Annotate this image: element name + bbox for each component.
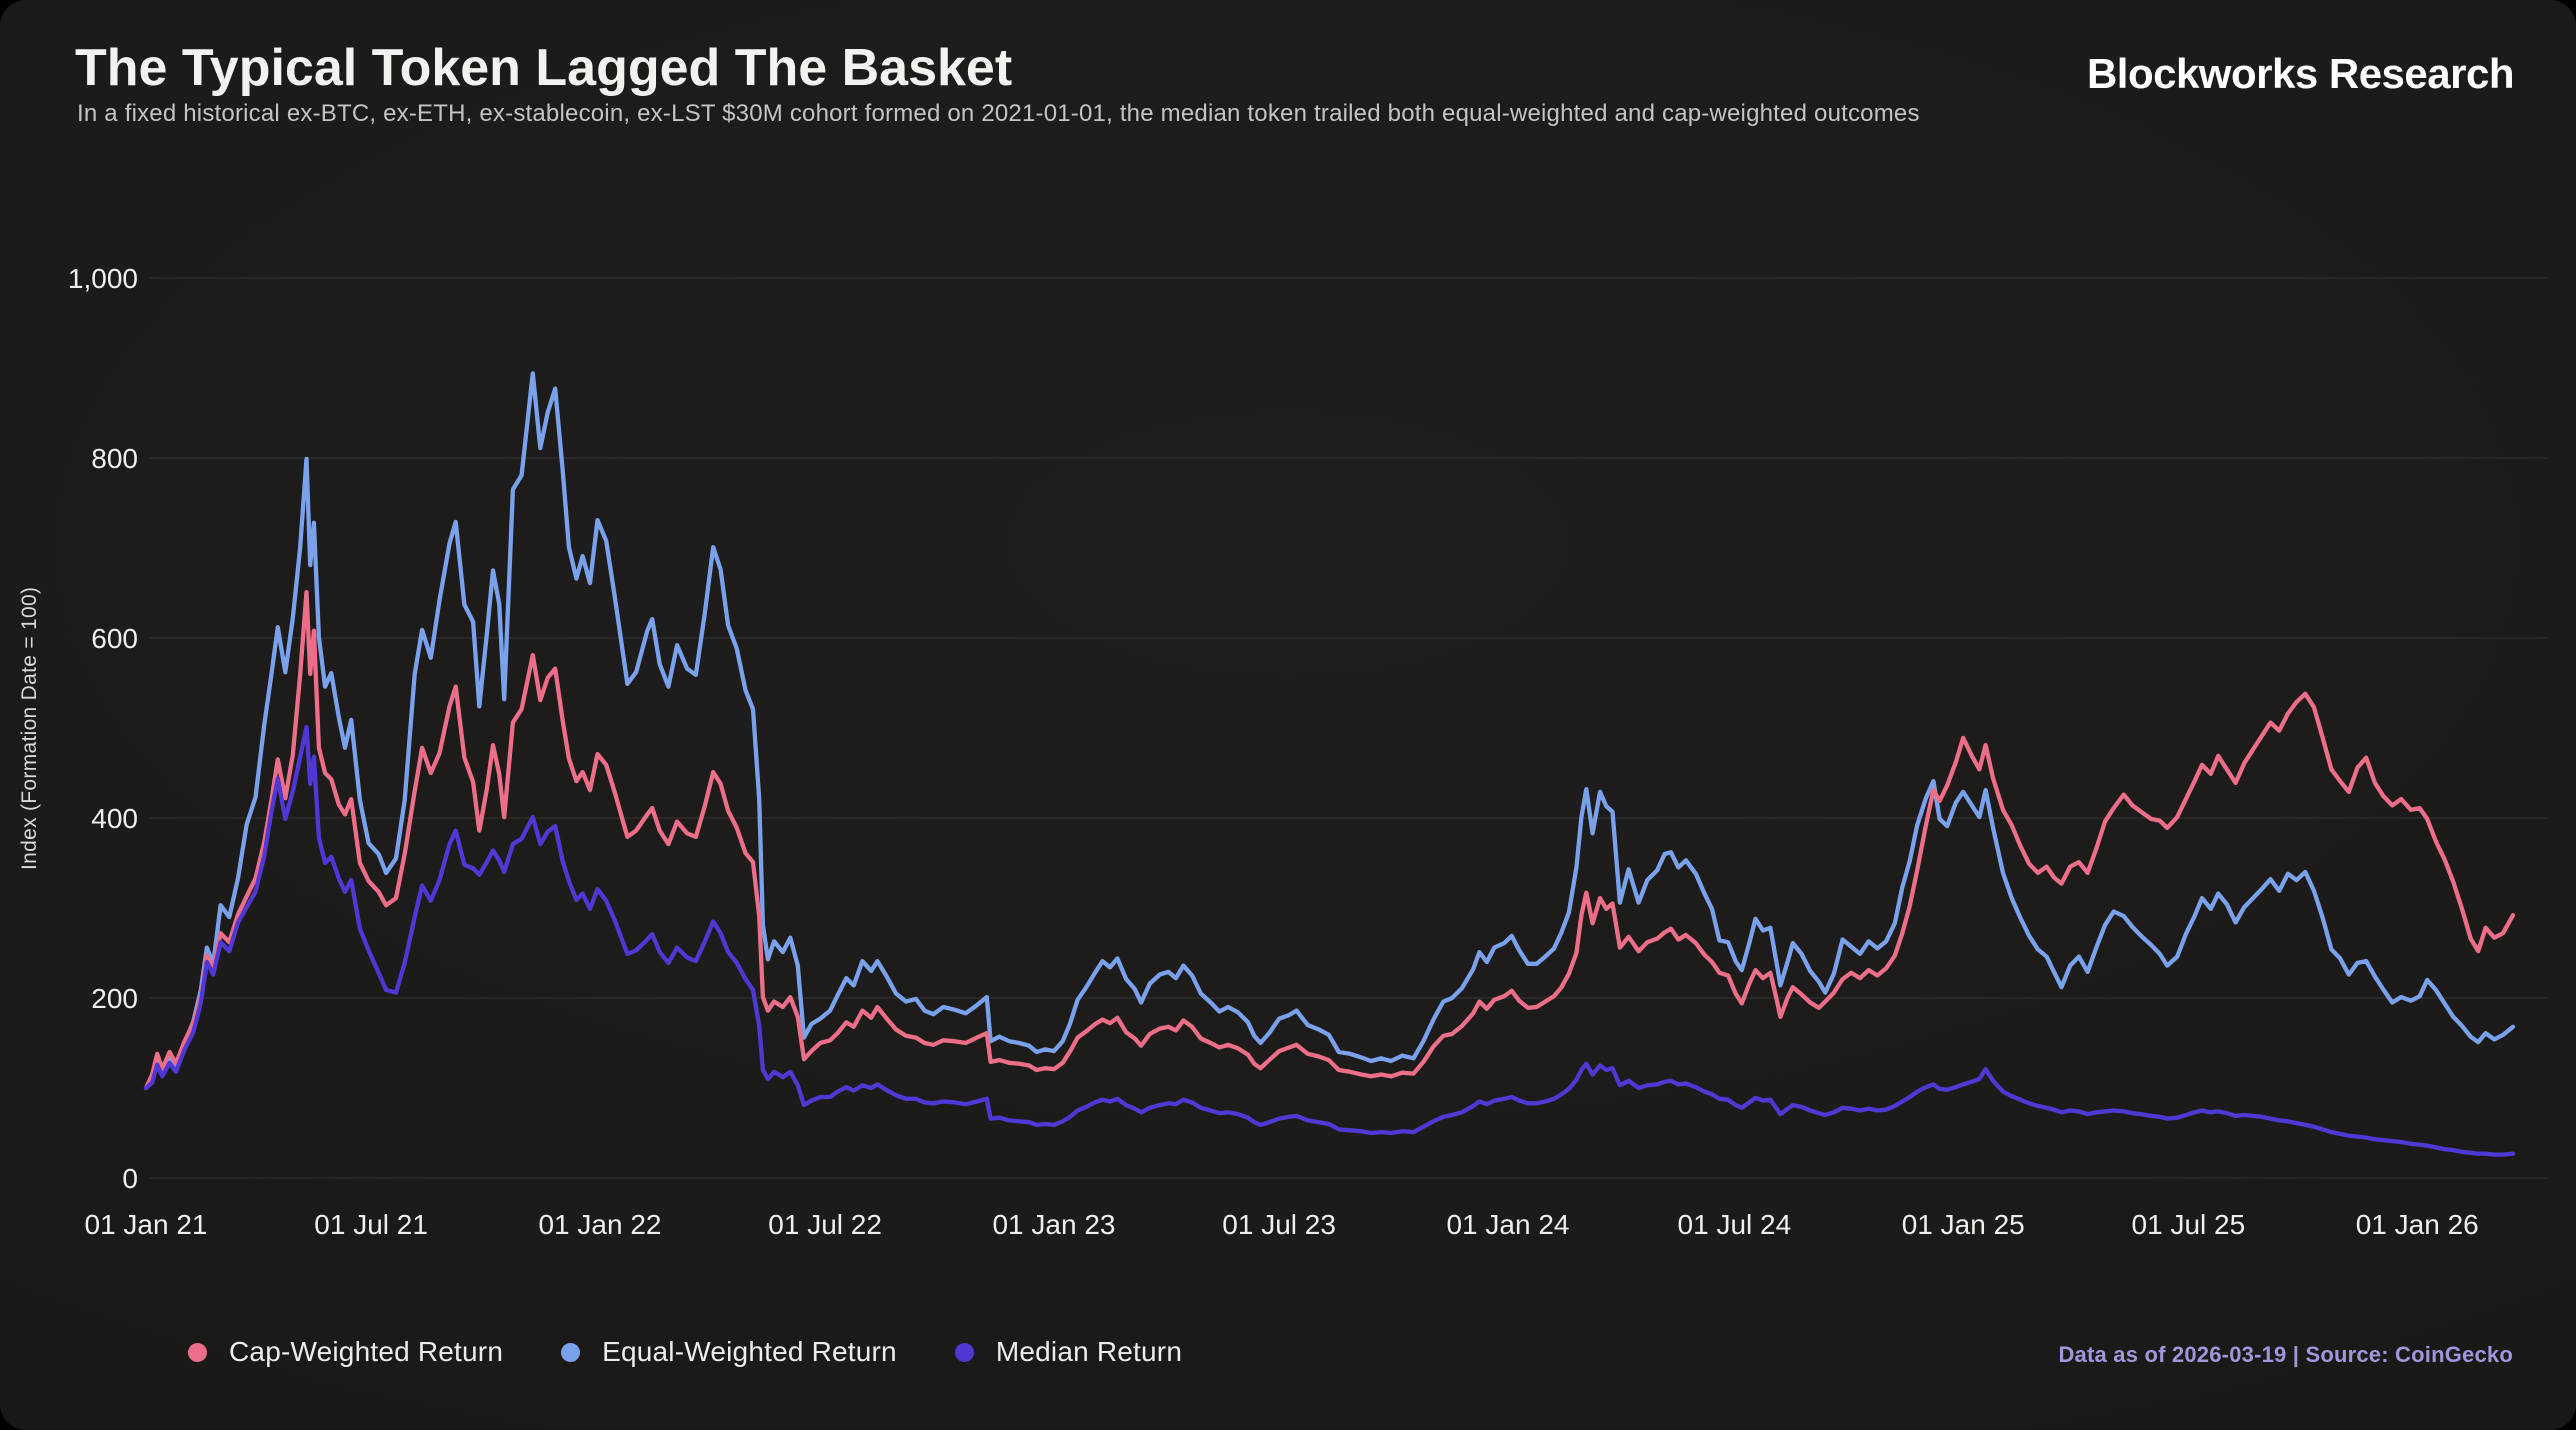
legend-item-median[interactable]: Median Return (954, 1336, 1183, 1368)
legend-label: Equal-Weighted Return (602, 1336, 897, 1367)
x-tick-label: 01 Jan 25 (1902, 1209, 2025, 1240)
x-tick-label: 01 Jan 21 (85, 1209, 208, 1240)
x-tick-label: 01 Jul 22 (768, 1209, 882, 1240)
source-note: Data as of 2026-03-19 | Source: CoinGeck… (2058, 1342, 2513, 1367)
legend-item-equal-weighted[interactable]: Equal-Weighted Return (561, 1336, 897, 1368)
page-title: The Typical Token Lagged The Basket (75, 39, 1013, 97)
series-line-equal-weighted-return (143, 371, 2516, 1091)
y-tick-label: 1,000 (68, 263, 138, 294)
chart-legend: Cap-Weighted Return Equal-Weighted Retur… (188, 1328, 1182, 1376)
x-tick-label: 01 Jan 22 (538, 1209, 661, 1240)
brand-logo: Blockworks Research (2086, 50, 2515, 97)
legend-label: Median Return (995, 1336, 1183, 1367)
x-tick-label: 01 Jan 24 (1446, 1209, 1569, 1240)
series-line-cap-weighted-return (143, 589, 2516, 1091)
cap-weighted-dot-icon (188, 1342, 207, 1362)
x-tick-label: 01 Jan 23 (992, 1209, 1115, 1240)
median-dot-icon (954, 1342, 974, 1362)
x-tick-label: 01 Jul 25 (2132, 1209, 2246, 1240)
x-tick-label: 01 Jul 21 (314, 1209, 428, 1240)
y-tick-label: 0 (122, 1163, 138, 1194)
series-line-median-return (143, 724, 2516, 1157)
y-tick-label: 600 (91, 623, 138, 654)
y-tick-label: 200 (91, 983, 138, 1014)
legend-item-cap-weighted[interactable]: Cap-Weighted Return (188, 1336, 503, 1368)
x-tick-label: 01 Jan 26 (2356, 1209, 2479, 1240)
y-tick-label: 800 (91, 443, 138, 474)
x-tick-label: 01 Jul 23 (1222, 1209, 1336, 1240)
x-tick-label: 01 Jul 24 (1678, 1209, 1792, 1240)
y-tick-label: 400 (91, 803, 138, 834)
chart-subtitle: In a fixed historical ex-BTC, ex-ETH, ex… (77, 100, 1920, 127)
equal-weighted-dot-icon (561, 1342, 581, 1362)
legend-label: Cap-Weighted Return (229, 1336, 504, 1367)
